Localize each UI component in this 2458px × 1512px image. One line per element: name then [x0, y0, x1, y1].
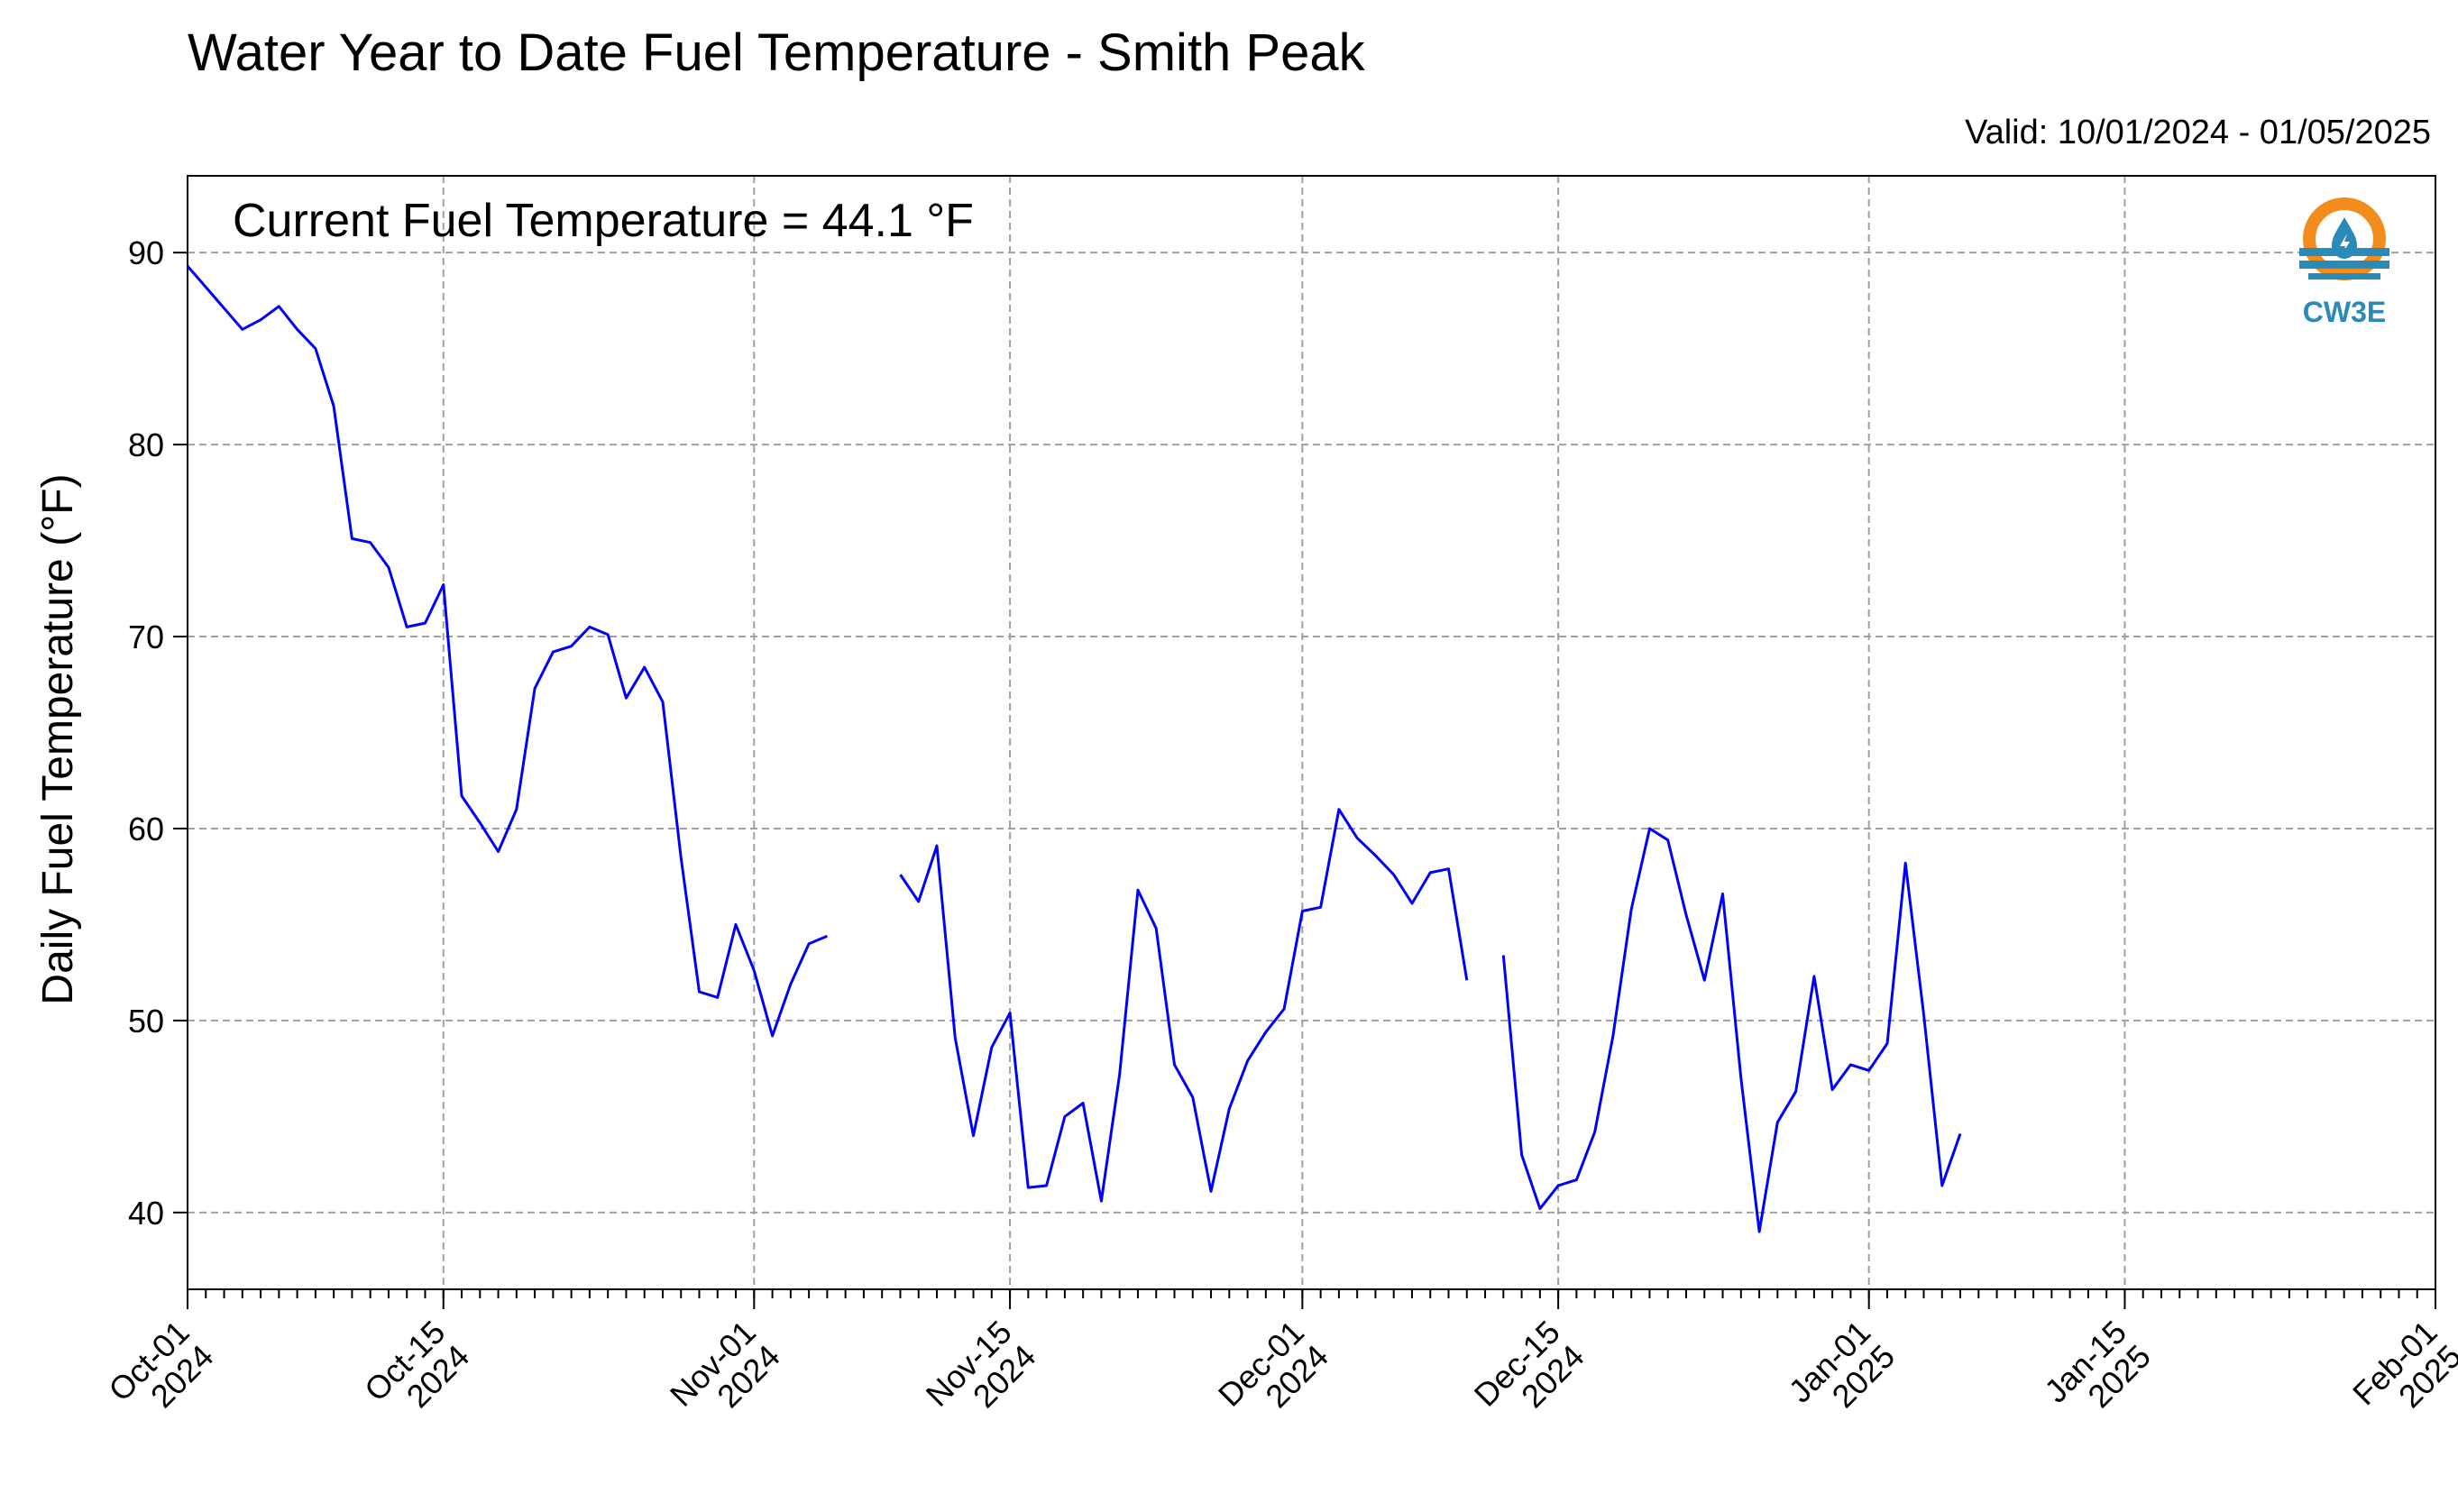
- x-tick-label: Oct-152024: [357, 1314, 476, 1433]
- series-line-segment: [1501, 827, 1962, 1233]
- x-tick-label: Nov-012024: [663, 1314, 787, 1438]
- x-tick-label: Nov-152024: [919, 1314, 1043, 1438]
- valid-date-range: Valid: 10/01/2024 - 01/05/2025: [1965, 114, 2431, 151]
- y-tick-label: 80: [128, 426, 164, 463]
- y-tick-label: 60: [128, 811, 164, 848]
- y-tick-label: 90: [128, 234, 164, 271]
- chart-title: Water Year to Date Fuel Temperature - Sm…: [188, 23, 1365, 82]
- logo-text: CW3E: [2303, 296, 2386, 328]
- x-tick-label: Oct-012024: [101, 1314, 220, 1433]
- plot-area: [187, 175, 2436, 1290]
- axis-tick-labels: 40 50 60 70 80 90 Oct-012024 Oct-152024 Nov-0120…: [101, 234, 2458, 1438]
- y-tick-label: 50: [128, 1003, 164, 1040]
- current-fuel-temperature-annotation: Current Fuel Temperature = 44.1 °F: [233, 195, 974, 247]
- y-tick-label: 70: [128, 619, 164, 655]
- y-axis-label: Daily Fuel Temperature (°F): [34, 473, 82, 1004]
- grid: [188, 176, 2435, 1289]
- x-tick-label: Dec-012024: [1211, 1314, 1335, 1438]
- x-tick-label: Jan-152025: [2037, 1314, 2158, 1434]
- x-tick-label: Dec-152024: [1467, 1314, 1591, 1438]
- axis-ticks: [173, 252, 2436, 1309]
- series-lines: [186, 265, 1962, 1233]
- y-tick-label: 40: [128, 1195, 164, 1232]
- cw3e-logo: CW3E: [2299, 197, 2389, 328]
- x-tick-label: Feb-012025: [2345, 1314, 2458, 1437]
- x-tick-label: Jan-012025: [1782, 1314, 1903, 1434]
- series-line-segment: [899, 808, 1469, 1203]
- series-line-segment: [186, 265, 828, 1038]
